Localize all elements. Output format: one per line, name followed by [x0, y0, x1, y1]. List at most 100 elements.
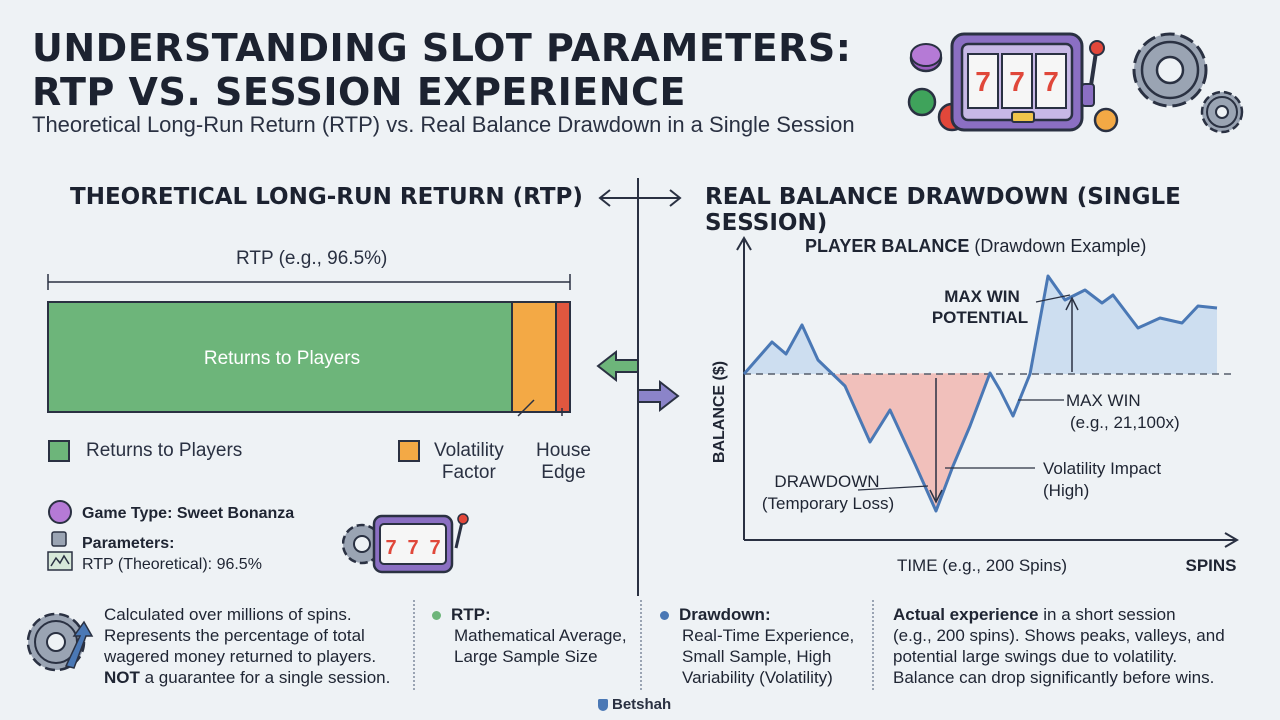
volatility-impact-label-1: Volatility Impact [1043, 459, 1161, 478]
green-dot-icon [432, 611, 441, 621]
volatility-label-line1: Volatility [434, 440, 504, 461]
rtp-bar-graphic: Returns to Players [47, 274, 571, 417]
returns-legend-label: Returns to Players [86, 440, 243, 461]
footer-text-line: Actual experience in a short session [893, 604, 1225, 625]
footer-text-line: Real-Time Experience, [682, 626, 855, 645]
reel-symbol: 7 [975, 66, 991, 97]
brand-name: Betshah [612, 696, 672, 713]
chart-title: PLAYER BALANCE (Drawdown Example) [805, 236, 1146, 257]
x-axis-label: TIME (e.g., 200 Spins) [897, 556, 1067, 575]
footer-rtp-definition: RTP: Mathematical Average, Large Sample … [432, 604, 627, 667]
y-axis-label: BALANCE ($) [711, 361, 728, 463]
footer-divider [872, 600, 874, 690]
max-win-label-2: (e.g., 21,100x) [1070, 413, 1180, 432]
gain-fill [1030, 276, 1217, 374]
title-line-2: RTP VS. SESSION EXPERIENCE [32, 70, 686, 114]
footer-text-line: NOT a guarantee for a single session. [104, 667, 390, 688]
arrow-left-icon [596, 349, 639, 383]
footer-text-line: Calculated over millions of spins. [104, 605, 352, 624]
balance-chart: BALANCE ($) MAX WIN POTENTIAL MAX WIN (e… [711, 236, 1239, 575]
returns-legend-swatch [48, 440, 70, 462]
coin-icon [907, 87, 937, 117]
early-gain-fill [744, 325, 830, 374]
mini-slot-machine-illustration: 7 7 7 [342, 513, 469, 574]
volatility-impact-label-2: (High) [1043, 481, 1089, 500]
blue-dot-icon [660, 611, 669, 621]
brand-shield-icon [598, 699, 608, 712]
rtp-bracket-label: RTP (e.g., 96.5%) [236, 248, 388, 269]
footer-text-line: Small Sample, High [682, 647, 832, 666]
chart-title-rest: (Drawdown Example) [969, 236, 1147, 256]
title-line-1: UNDERSTANDING SLOT PARAMETERS: [32, 26, 852, 70]
reel-symbol: 7 [1043, 66, 1059, 97]
right-panel-title: REAL BALANCE DRAWDOWN (SINGLE SESSION) [705, 184, 1181, 236]
bar-main-label: Returns to Players [204, 348, 360, 369]
volatility-legend-swatch [398, 440, 420, 462]
footer-text-span: in a short session [1038, 605, 1176, 624]
brand-logo: Betshah [598, 696, 671, 713]
arrow-right-icon [637, 379, 680, 413]
left-panel-title: THEORETICAL LONG-RUN RETURN (RTP) [70, 184, 583, 210]
rtp-bracket [47, 274, 571, 290]
volatility-legend-label: Volatility Factor [434, 440, 504, 484]
footer-text-line: Mathematical Average, [454, 626, 627, 645]
footer-actual-experience: Actual experience in a short session (e.… [893, 604, 1225, 688]
reel-symbol: 7 [385, 537, 396, 559]
rtp-theoretical-value: RTP (Theoretical): 96.5% [82, 556, 262, 573]
gear-icon [1132, 32, 1208, 108]
reel-symbol: 7 [407, 537, 418, 559]
house-label-line1: House [536, 440, 591, 461]
x-axis [744, 532, 1239, 548]
page-subtitle: Theoretical Long-Run Return (RTP) vs. Re… [32, 112, 855, 137]
volatility-bar-segment [511, 301, 557, 413]
footer-drawdown-title-row: Drawdown: [660, 604, 854, 625]
drawdown-arrow [929, 378, 943, 504]
reel-symbol: 7 [429, 537, 440, 559]
house-edge-bar-segment [555, 301, 571, 413]
returns-bar-segment [47, 301, 513, 413]
game-type-label: Game Type: Sweet Bonanza [82, 505, 295, 522]
footer-actual-emphasis: Actual experience [893, 605, 1039, 624]
parameters-label: Parameters: [82, 535, 175, 552]
footer-rtp-title-row: RTP: [432, 604, 627, 625]
footer-text-line: Large Sample Size [454, 647, 598, 666]
drawdown-label-1: DRAWDOWN [774, 472, 879, 491]
footer-divider [413, 600, 415, 690]
footer-text-line: potential large swings due to volatility… [893, 647, 1178, 666]
slot-reels: 7 7 7 [967, 53, 1067, 109]
gear-arrow-icon [26, 612, 94, 672]
footer-text-line: (e.g., 200 spins). Shows peaks, valleys,… [893, 626, 1225, 645]
gear-icon [1200, 90, 1244, 134]
double-arrow-icon [598, 189, 682, 207]
lever-icon [1081, 40, 1105, 107]
coin-icon [909, 43, 943, 73]
coin-icon [1093, 107, 1119, 133]
chart-title-bold: PLAYER BALANCE [805, 236, 970, 256]
center-divider [596, 178, 682, 596]
drawdown-label-2: (Temporary Loss) [762, 494, 894, 513]
footer-rtp-explanation: Calculated over millions of spins. Repre… [104, 604, 390, 688]
max-win-potential-label-1: MAX WIN [944, 287, 1020, 306]
slot-machine-illustration: 7 7 7 [907, 32, 1244, 134]
game-type-icon [48, 500, 72, 524]
parameters-icon [47, 531, 73, 571]
page-title: UNDERSTANDING SLOT PARAMETERS: RTP VS. S… [32, 26, 851, 114]
footer-text-line: Balance can drop significantly before wi… [893, 668, 1215, 687]
drawdown-fill [830, 373, 990, 511]
footer-text-span: a guarantee for a single session. [139, 668, 391, 687]
volatility-label-line2: Factor [441, 462, 496, 483]
footer-text-line: Represents the percentage of total [104, 626, 365, 645]
house-edge-legend-label: House Edge [536, 440, 591, 484]
footer-text-line: wagered money returned to players. [104, 647, 377, 666]
footer-not-emphasis: NOT [104, 668, 140, 687]
max-win-arrow [1065, 296, 1079, 372]
footer-text-line: Variability (Volatility) [682, 668, 833, 687]
footer-drawdown-definition: Drawdown: Real-Time Experience, Small Sa… [660, 604, 854, 688]
footer-divider [640, 600, 642, 690]
house-label-line2: Edge [541, 462, 586, 483]
x-axis-end-label: SPINS [1185, 556, 1236, 575]
max-win-potential-label-2: POTENTIAL [932, 308, 1028, 327]
max-win-label-1: MAX WIN [1066, 391, 1141, 410]
footer-drawdown-title: Drawdown: [679, 605, 771, 624]
balance-line [742, 274, 1218, 513]
